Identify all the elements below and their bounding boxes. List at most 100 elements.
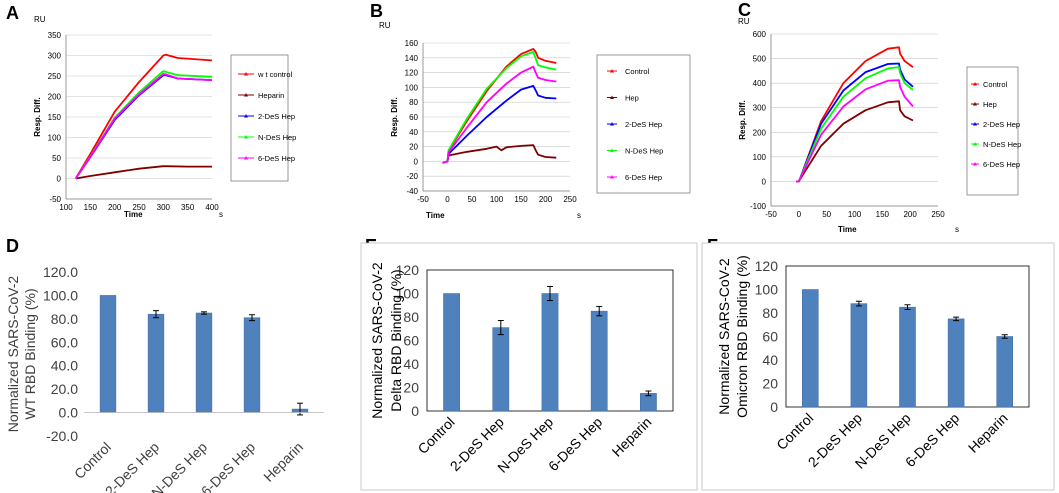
bar-n-des-hep: [899, 306, 916, 408]
y-tick-label: -100: [750, 202, 767, 211]
x-tick-label: 150: [876, 210, 890, 219]
legend-label-n-des-hep: N-DeS Hep: [983, 140, 1021, 149]
y-tick-label: 100: [405, 83, 419, 92]
y-axis-title: Resp. Diff.: [738, 100, 747, 140]
x-axis-title: Time: [838, 225, 857, 234]
legend-marker: [610, 122, 614, 126]
legend-label-control: Control: [625, 67, 650, 76]
x-tick-label: 250: [132, 203, 146, 212]
bar-control: [443, 293, 460, 412]
y-tick-label: 0: [411, 403, 419, 419]
y-tick-label: 350: [48, 31, 62, 40]
legend-marker: [244, 93, 248, 97]
y-tick-label: 120.0: [43, 264, 78, 280]
legend-marker: [610, 95, 614, 99]
x-tick-label: 350: [181, 203, 195, 212]
y-tick-label: 600: [753, 30, 767, 39]
bar-n-des-hep: [195, 312, 213, 413]
legend-label-6-des-hep: 6-DeS Hep: [258, 154, 295, 163]
legend-label-w-t-control: w t control: [257, 70, 293, 79]
legend-marker: [973, 142, 977, 146]
bar-2-des-hep: [492, 327, 510, 412]
y-tick-label: 100: [396, 286, 420, 302]
y-tick-label: 0: [770, 399, 778, 415]
sensorgram-c: -100 0 100 200 300 400 500 600 -50 0 50 100 150 200 25…: [738, 17, 1021, 234]
x-unit-label: s: [577, 211, 581, 220]
legend-label-hep: Hep: [625, 94, 639, 103]
series-line-6-des-hep: [74, 73, 213, 180]
sensorgram-a: -50 0 50 100 150 200 250 300 350 100 150 200 250 300 3…: [33, 15, 296, 219]
x-tick-label: -50: [765, 210, 777, 219]
y-axis-title: Resp. Diff.: [390, 97, 399, 137]
y-tick-label: 120: [405, 69, 419, 78]
series-line-6-des-hep: [796, 79, 914, 183]
y-tick-label: 250: [48, 72, 62, 81]
legend-label-control: Control: [983, 80, 1008, 89]
y-tick-label: 120: [755, 258, 779, 274]
bar-2-des-hep: [850, 303, 868, 408]
x-axis-title: Time: [124, 210, 143, 219]
y-axis-title-line1: Normalized SARS-CoV-2: [716, 258, 732, 415]
legend-label-6-des-hep: 6-DeS Hep: [983, 160, 1020, 169]
legend-label-2-des-hep: 2-DeS Hep: [983, 120, 1020, 129]
x-tick-label: 200: [903, 210, 917, 219]
x-tick-label: 50: [468, 195, 477, 204]
x-tick-label: 100: [848, 210, 862, 219]
y-tick-label: -50: [49, 195, 61, 204]
y-tick-label: 40.0: [51, 358, 78, 374]
y-tick-label: 20: [409, 143, 418, 152]
sensorgram-b: -40 -20 0 20 40 60 80 100 120 140 160 -50 0 50 100 150 2…: [379, 21, 691, 220]
x-tick-label: 300: [157, 203, 171, 212]
legend-box: [230, 54, 289, 182]
bar-control: [802, 289, 819, 408]
x-tick-label: 100: [59, 203, 73, 212]
y-tick-label: 100: [753, 153, 767, 162]
y-tick-label: 140: [405, 54, 419, 63]
series-line-w-t-control: [74, 53, 213, 179]
legend-marker: [610, 69, 614, 73]
y-tick-label: 500: [753, 55, 767, 64]
legend-label-n-des-hep: N-DeS Hep: [258, 133, 296, 142]
y-unit-label: RU: [34, 15, 46, 24]
x-tick-label: 150: [84, 203, 98, 212]
legend-marker: [244, 114, 248, 118]
x-tick-label: 250: [563, 195, 577, 204]
x-tick-label: 250: [931, 210, 945, 219]
bar-n-des-hep: [541, 293, 559, 412]
legend-label-2-des-hep: 2-DeS Hep: [258, 112, 295, 121]
x-tick-label: 150: [514, 195, 528, 204]
y-tick-label: 60.0: [51, 334, 78, 350]
legend-marker: [973, 102, 977, 106]
y-tick-label: 400: [753, 79, 767, 88]
y-tick-label: 150: [48, 113, 62, 122]
x-tick-label-heparin: Heparin: [260, 439, 306, 485]
x-tick-label: 50: [822, 210, 831, 219]
y-tick-label: 60: [403, 333, 419, 349]
series-line-n-des-hep: [796, 66, 914, 183]
x-tick-label: 0: [445, 195, 450, 204]
chart-frame: [701, 242, 1055, 491]
y-tick-label: -20: [406, 172, 418, 181]
y-tick-label: 0: [762, 177, 767, 186]
x-tick-label: 0: [797, 210, 802, 219]
legend-marker: [610, 148, 614, 152]
y-axis-title-line2: WT RBD Binding (%): [22, 288, 38, 419]
legend-marker: [610, 175, 614, 179]
x-tick-label: 400: [205, 203, 219, 212]
legend-marker: [973, 82, 977, 86]
y-axis-title: Resp. Diff.: [33, 97, 42, 137]
y-tick-label: 40: [403, 356, 419, 372]
y-tick-label: 80.0: [51, 311, 78, 327]
y-tick-label: 100: [755, 282, 779, 298]
legend-marker: [244, 72, 248, 76]
bar-6-des-hep: [947, 318, 965, 408]
x-tick-label: -50: [417, 195, 429, 204]
x-unit-label: s: [955, 225, 959, 234]
legend-label-2-des-hep: 2-DeS Hep: [625, 120, 662, 129]
y-axis-title-line1: Normalized SARS-CoV-2: [5, 276, 21, 433]
legend-marker: [973, 122, 977, 126]
y-tick-label: 40: [762, 352, 778, 368]
panel-letter-b: B: [370, 1, 383, 21]
bar-heparin: [996, 336, 1013, 408]
x-tick-label: 100: [490, 195, 504, 204]
